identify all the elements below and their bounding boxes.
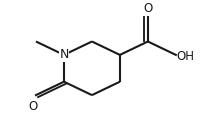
Text: O: O bbox=[28, 100, 38, 113]
Text: N: N bbox=[59, 48, 69, 61]
Text: O: O bbox=[143, 2, 152, 15]
Text: OH: OH bbox=[177, 50, 195, 63]
